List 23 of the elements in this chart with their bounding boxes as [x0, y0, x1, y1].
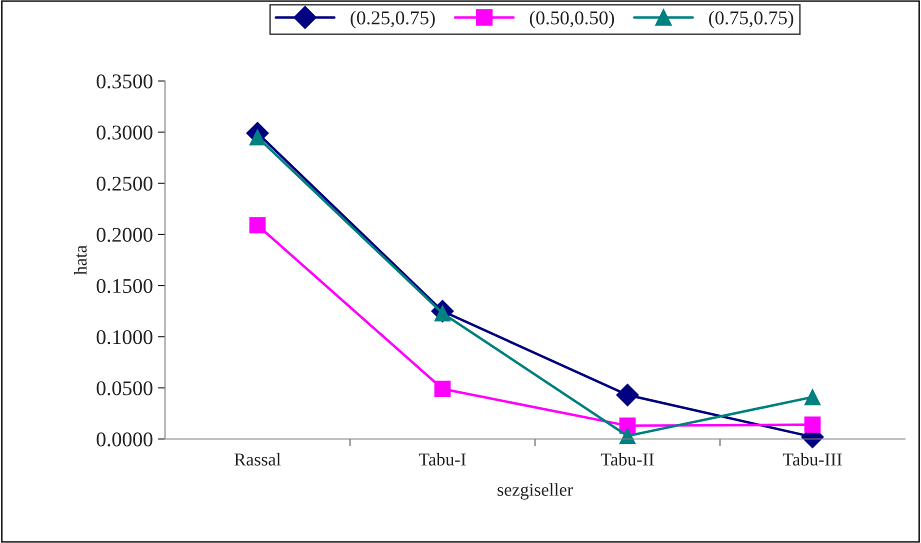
point [434, 380, 451, 398]
point [804, 416, 821, 433]
y-tick-label: 0.0000 [96, 432, 152, 447]
point [249, 217, 266, 234]
point [616, 384, 639, 406]
y-tick-label: 0.2500 [96, 176, 152, 191]
x-axis-title: sezgiseller [498, 483, 573, 500]
point [804, 388, 821, 406]
legend-label: (0.50,0.50) [530, 10, 614, 28]
y-tick-label: 0.1000 [96, 330, 152, 344]
y-axis-title: hata [74, 245, 87, 275]
x-tick-label: Tabu-III [782, 452, 842, 466]
y-tick-label: 0.2000 [96, 228, 152, 242]
point [619, 428, 636, 444]
x-tick-label: Tabu-II [600, 452, 654, 466]
y-tick-label: 0.0500 [96, 381, 152, 396]
x-tick-label: Rassal [234, 452, 281, 466]
legend-label: (0.25,0.75) [350, 10, 435, 28]
x-tick-label: Tabu-I [418, 452, 466, 466]
y-tick-label: 0.3000 [96, 126, 152, 140]
y-tick-label: 0.3500 [96, 74, 152, 89]
legend-label: (0.75,0.75) [709, 10, 794, 28]
y-tick-label: 0.1500 [96, 278, 152, 294]
